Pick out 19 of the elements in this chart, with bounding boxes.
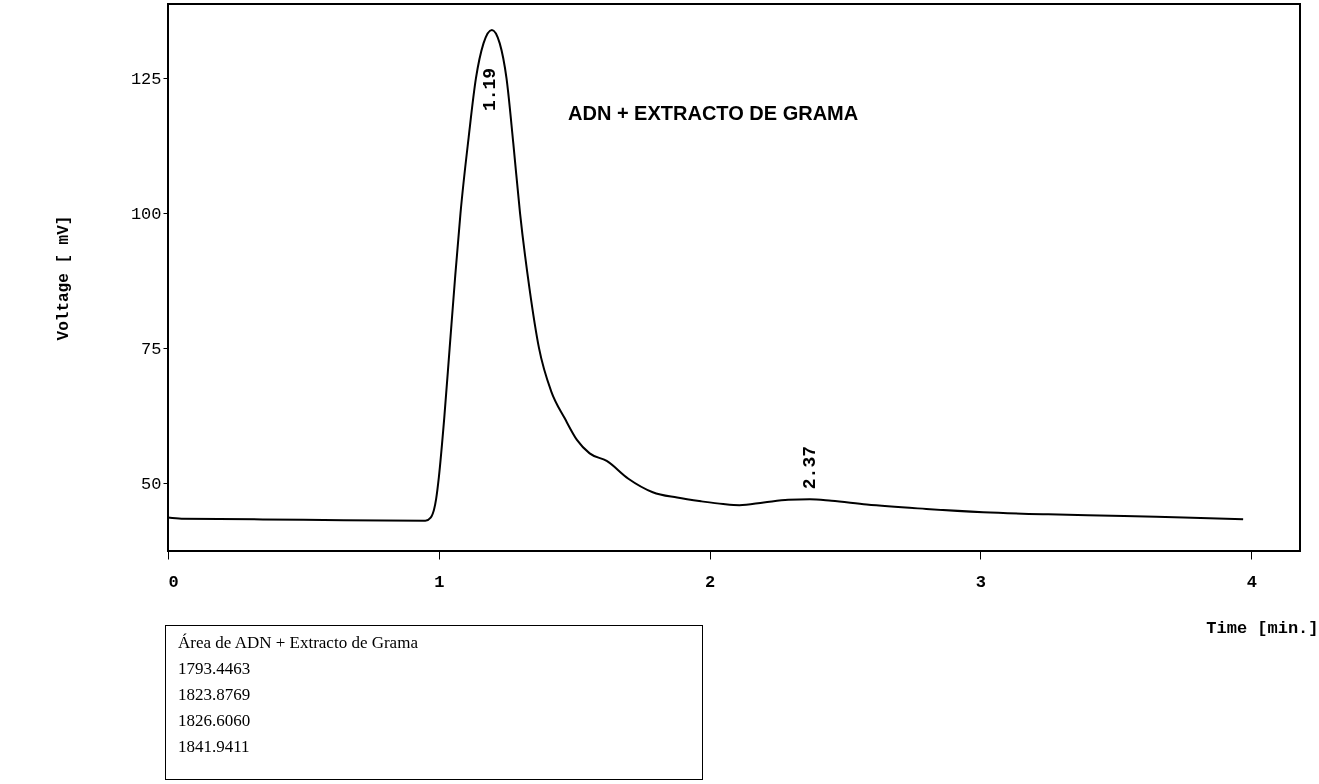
x-axis-title: Time [min.] — [1206, 618, 1319, 638]
annotation: ADN + EXTRACTO DE GRAMA — [568, 102, 859, 124]
x-tick-label: 4 — [1246, 572, 1257, 592]
text: 1793.4463 — [178, 658, 252, 680]
annotation: 1.19 — [480, 67, 501, 112]
text: 1823.8769 — [178, 684, 252, 706]
y-axis-title: Voltage [ mV] — [54, 215, 73, 341]
annotation: 2.37 — [799, 445, 820, 490]
text: 1841.9411 — [178, 736, 251, 758]
x-tick-label: 3 — [975, 572, 987, 592]
text: 1826.6060 — [178, 710, 252, 732]
y-tick-label: 50 — [141, 474, 162, 494]
x-tick-label: 0 — [168, 572, 179, 592]
y-tick-label: 100 — [130, 204, 162, 224]
text: Área de ADN + Extracto de Grama — [178, 632, 419, 654]
x-tick-label: 1 — [434, 572, 445, 592]
y-tick-label: 125 — [130, 69, 162, 89]
x-tick-label: 2 — [705, 572, 716, 592]
y-tick-label: 75 — [141, 339, 162, 359]
